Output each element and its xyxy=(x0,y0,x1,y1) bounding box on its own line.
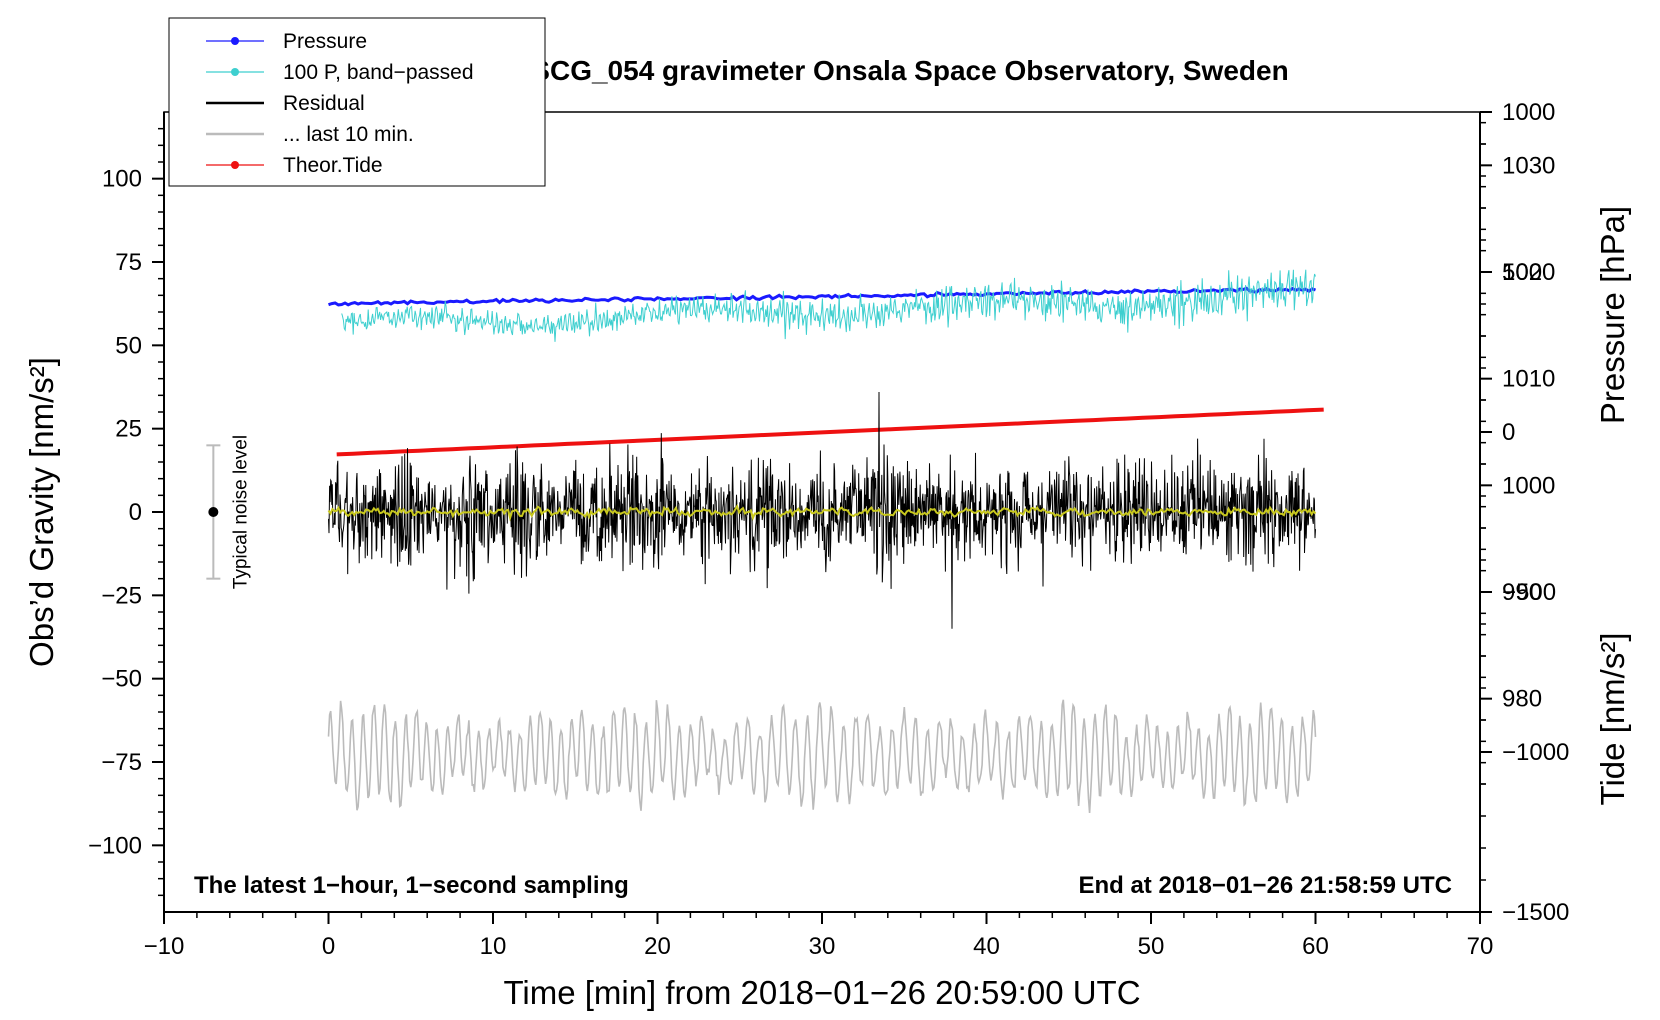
chart-title: SCG_054 gravimeter Onsala Space Observat… xyxy=(531,55,1288,86)
x-tick-label: −10 xyxy=(144,933,185,960)
legend-marker xyxy=(231,161,239,169)
x-tick-label: 50 xyxy=(1138,933,1165,960)
x-axis-ticks: −10 0 10 20 30 40 50 60 70 xyxy=(144,912,1494,960)
left-axis-label: Obs’d Gravity [nm/s²] xyxy=(23,357,60,667)
legend-label: 100 P, band−passed xyxy=(283,61,474,84)
series-residual xyxy=(328,391,1316,629)
pressure-axis-label: Pressure [hPa] xyxy=(1594,206,1631,424)
left-tick-label: −75 xyxy=(101,749,142,776)
tide-tick-label: −500 xyxy=(1502,579,1556,606)
left-tick-label: −50 xyxy=(101,666,142,693)
series-100p-band-passed xyxy=(341,269,1316,342)
left-axis-ticks: 100 75 50 25 0 −25 −50 −75 −100 xyxy=(88,127,164,897)
left-tick-label: 25 xyxy=(115,416,142,443)
noise-level-dot xyxy=(208,507,219,517)
annotation-bottom-right: End at 2018−01−26 21:58:59 UTC xyxy=(1078,872,1452,899)
tide-tick-label: −1500 xyxy=(1502,899,1569,926)
left-tick-label: 75 xyxy=(115,249,142,276)
pressure-tick-label: 1020 xyxy=(1502,259,1555,286)
left-tick-label: −100 xyxy=(88,832,142,859)
x-tick-label: 0 xyxy=(322,933,335,960)
tide-axis-ticks: 1000 500 0 −500 −1000 −1500 xyxy=(1480,99,1569,926)
x-tick-label: 10 xyxy=(480,933,507,960)
pressure-tick-label: 990 xyxy=(1502,579,1542,606)
series-pressure xyxy=(328,286,1316,307)
legend-marker xyxy=(231,37,239,45)
left-tick-label: 50 xyxy=(115,332,142,359)
tide-tick-label: 0 xyxy=(1502,419,1515,446)
legend-label: Pressure xyxy=(283,30,367,53)
noise-level-label: Typical noise level xyxy=(230,435,251,589)
tide-tick-label: 1000 xyxy=(1502,99,1555,126)
tide-tick-label: −1000 xyxy=(1502,739,1569,766)
x-axis-label: Time [min] from 2018−01−26 20:59:00 UTC xyxy=(503,974,1140,1011)
left-tick-label: −25 xyxy=(101,582,142,609)
series-layer xyxy=(327,269,1324,814)
noise-level-indicator: Typical noise level xyxy=(206,435,251,589)
legend-label: ... last 10 min. xyxy=(283,123,414,146)
x-tick-label: 20 xyxy=(644,933,671,960)
legend-marker xyxy=(231,68,239,76)
left-tick-label: 0 xyxy=(129,499,142,526)
pressure-tick-label: 1030 xyxy=(1502,152,1555,179)
legend-label: Theor.Tide xyxy=(283,154,383,177)
pressure-tick-label: 1000 xyxy=(1502,472,1555,499)
x-tick-label: 60 xyxy=(1302,933,1329,960)
legend: Pressure 100 P, band−passed Residual ... la… xyxy=(168,17,546,187)
pressure-tick-label: 980 xyxy=(1502,686,1542,713)
series-theor-tide xyxy=(336,407,1324,457)
series-residual-smoothed xyxy=(327,503,1317,522)
annotation-bottom-left: The latest 1−hour, 1−second sampling xyxy=(194,872,629,899)
pressure-axis-ticks: 1030 1020 1010 1000 990 980 xyxy=(1480,121,1555,785)
x-tick-label: 70 xyxy=(1467,933,1494,960)
left-tick-label: 100 xyxy=(102,166,142,193)
series-last-10-min xyxy=(327,699,1317,814)
x-tick-label: 30 xyxy=(809,933,836,960)
tide-tick-label: 500 xyxy=(1502,259,1542,286)
x-tick-label: 40 xyxy=(973,933,1000,960)
legend-label: Residual xyxy=(283,92,365,115)
pressure-tick-label: 1010 xyxy=(1502,366,1555,393)
tide-axis-label: Tide [nm/s²] xyxy=(1594,633,1631,806)
